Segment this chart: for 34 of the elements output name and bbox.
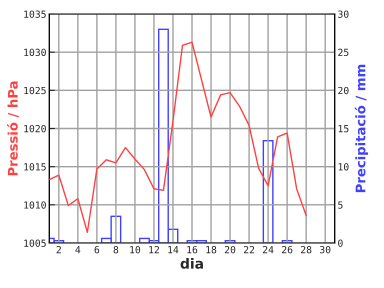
y-axis-title: Pressió / hPa: [7, 82, 19, 176]
x-tick-label: 22: [244, 246, 254, 254]
x-tick-label: 8: [114, 246, 118, 254]
x-tick-label: 18: [206, 246, 216, 254]
y2-tick-label: 5: [338, 201, 343, 209]
y-tick-label: 1015: [24, 163, 46, 171]
x-tick-label: 16: [187, 246, 198, 254]
y-tick-label: 1020: [24, 125, 46, 132]
y2-tick-label: 15: [338, 125, 348, 132]
x-tick-label: 10: [130, 246, 140, 254]
x-tick-label: 12: [149, 246, 159, 254]
y-tick-label: 1035: [24, 10, 46, 18]
y2-tick-label: 25: [338, 48, 348, 56]
y-tick-label: 1030: [24, 48, 46, 56]
x-tick-label: 14: [168, 246, 178, 254]
x-tick-label: 24: [262, 246, 274, 254]
bar: [262, 140, 274, 243]
x-tick-label: 30: [320, 246, 330, 254]
y-tick-label: 1010: [24, 201, 46, 209]
x-tick-label: 26: [282, 246, 292, 254]
x-tick-label: 4: [75, 246, 80, 254]
line-series: [49, 42, 307, 234]
y2-tick-label: 10: [338, 163, 349, 171]
y2-tick-label: 20: [338, 86, 349, 94]
y2-axis-title: Precipitació / mm: [354, 64, 368, 192]
y-tick-label: 1025: [24, 86, 46, 94]
x-tick-label: 20: [224, 246, 236, 254]
y2-tick-label: 30: [338, 10, 349, 18]
x-tick-label: 28: [301, 246, 312, 254]
y2-tick-label: 0: [338, 240, 343, 247]
x-axis-title: dia: [180, 258, 203, 269]
x-tick-label: 6: [94, 246, 100, 254]
y-tick-label: 1005: [24, 240, 46, 247]
x-tick-label: 2: [56, 246, 61, 254]
